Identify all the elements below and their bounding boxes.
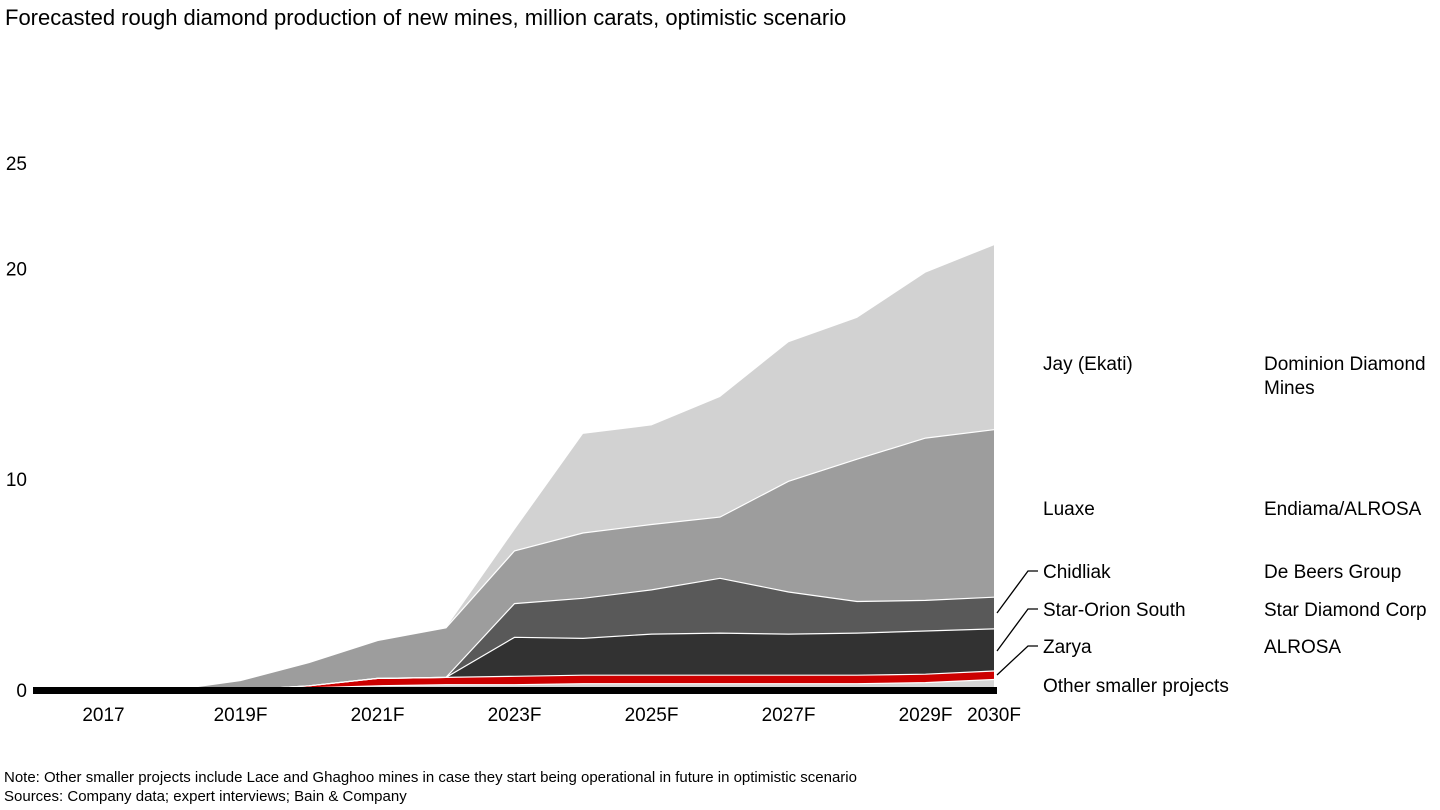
- area-band-luaxe: [35, 429, 994, 690]
- legend-company-name: Dominion Diamond Mines: [1264, 354, 1426, 399]
- x-tick-label: 2029F: [899, 705, 953, 726]
- sources-text: Sources: Company data; expert interviews…: [4, 788, 407, 805]
- x-tick-label: 2021F: [351, 705, 405, 726]
- legend-mine-name: Jay (Ekati): [1043, 354, 1133, 375]
- legend-company-name: ALROSA: [1264, 637, 1342, 658]
- area-band-jay-ekati: [35, 245, 994, 690]
- legend-mine-name: Luaxe: [1043, 499, 1095, 520]
- legend-mine-name: Zarya: [1043, 637, 1092, 658]
- legend-company-name: De Beers Group: [1264, 562, 1402, 583]
- legend-leader-line: [996, 645, 1038, 676]
- y-tick-label: 10: [6, 470, 27, 491]
- note-text: Note: Other smaller projects include Lac…: [4, 769, 857, 786]
- x-tick-label: 2027F: [762, 705, 816, 726]
- x-axis-line: [33, 687, 997, 694]
- area-band-chidliak: [35, 578, 994, 690]
- x-tick-label: 2017: [82, 705, 124, 726]
- legend-company-name: Endiama/ALROSA: [1264, 499, 1422, 520]
- legend-leader-line: [996, 608, 1038, 652]
- x-tick-label: 2030F: [967, 705, 1021, 726]
- legend-leader-line: [996, 570, 1038, 614]
- x-tick-label: 2025F: [625, 705, 679, 726]
- y-tick-label: 25: [6, 154, 27, 175]
- legend-mine-name: Chidliak: [1043, 562, 1111, 583]
- legend-mine-name: Star-Orion South: [1043, 600, 1186, 621]
- legend: Jay (Ekati) Dominion Diamond Mines Luaxe…: [1043, 0, 1440, 810]
- footnotes: Note: Other smaller projects include Lac…: [4, 768, 857, 806]
- x-tick-label: 2019F: [214, 705, 268, 726]
- band-separator-line: [35, 429, 995, 691]
- legend-company-name: Star Diamond Corp: [1264, 600, 1427, 621]
- x-tick-label: 2023F: [488, 705, 542, 726]
- legend-mine-name: Other smaller projects: [1043, 676, 1229, 697]
- chart-title: Forecasted rough diamond production of n…: [5, 5, 847, 30]
- y-tick-label: 20: [6, 259, 27, 280]
- y-tick-label: 0: [16, 681, 27, 702]
